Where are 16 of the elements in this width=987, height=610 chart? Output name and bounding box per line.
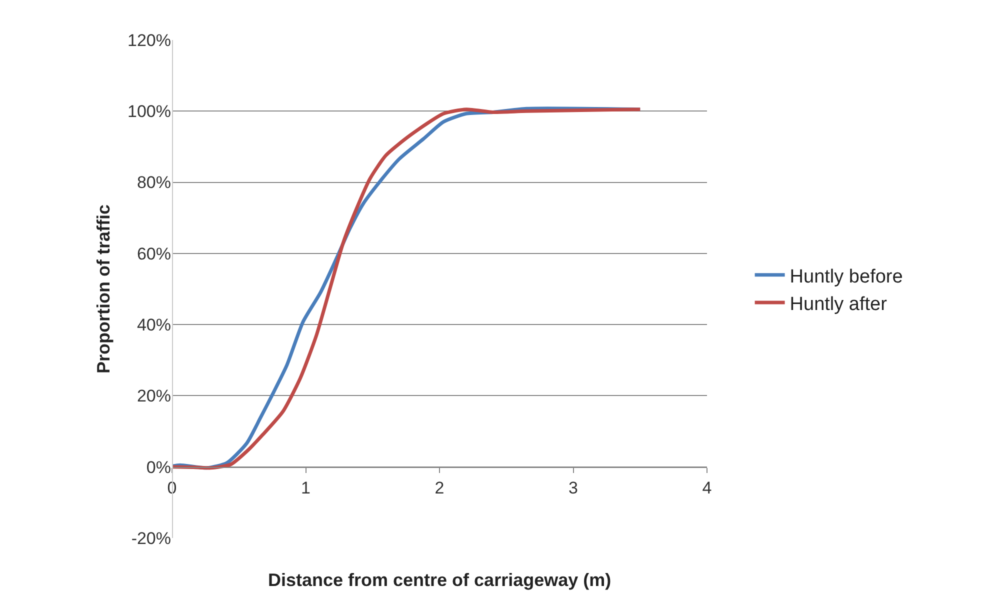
y-tick-label: 40% (136, 316, 171, 335)
x-tick-label: 1 (301, 478, 310, 498)
x-axis-title: Distance from centre of carriageway (m) (268, 570, 612, 590)
x-tick-label: 4 (702, 478, 712, 498)
y-tick-label: 120% (128, 30, 171, 50)
y-axis-title: Proportion of traffic (94, 204, 114, 374)
y-tick-label: 20% (136, 386, 171, 406)
legend-label: Huntly before (790, 266, 903, 288)
y-tick-label: 80% (136, 173, 171, 192)
legend-label: Huntly after (790, 294, 888, 315)
y-tick-label: -20% (131, 528, 171, 548)
x-tick-label: 3 (568, 478, 578, 498)
x-tick-label: 2 (434, 478, 444, 498)
y-tick-label: 60% (136, 244, 171, 264)
y-tick-label: 100% (128, 102, 171, 122)
y-tick-label: 0% (146, 458, 171, 477)
